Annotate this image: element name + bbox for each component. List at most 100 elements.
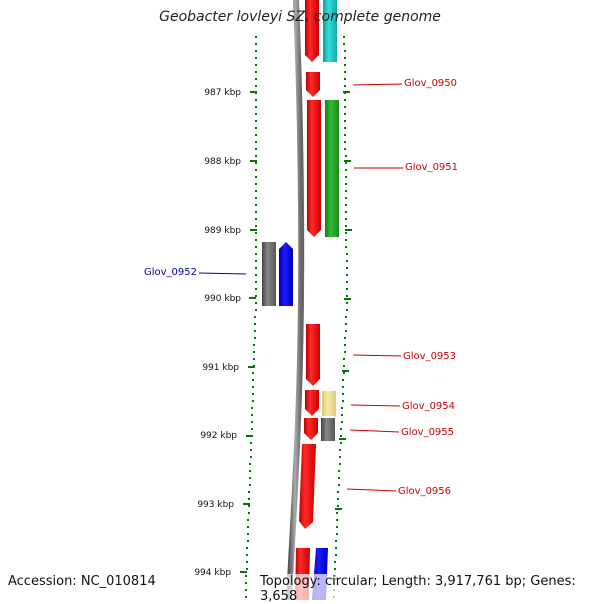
minor-ticks-left <box>245 36 257 598</box>
minor-tick <box>255 204 257 206</box>
minor-tick <box>246 547 248 549</box>
minor-tick <box>345 330 347 332</box>
minor-tick <box>248 498 250 500</box>
minor-tick <box>343 358 345 360</box>
gene-label-glov-0954[interactable]: Glov_0954 <box>402 401 455 412</box>
minor-tick <box>251 421 253 423</box>
minor-tick <box>344 71 346 73</box>
tick-990: 990 kbp <box>204 294 256 304</box>
tick-label: 990 kbp <box>204 294 241 304</box>
minor-tick <box>346 309 348 311</box>
minor-tick <box>255 218 257 220</box>
minor-tick <box>247 533 249 535</box>
gene-glov-0951[interactable] <box>307 100 321 237</box>
tick-mark <box>243 503 250 505</box>
minor-tick <box>346 274 348 276</box>
minor-tick <box>340 435 342 437</box>
minor-tick <box>255 99 257 101</box>
cyan-feature[interactable] <box>323 0 337 62</box>
minor-tick <box>346 267 348 269</box>
minor-tick <box>255 302 257 304</box>
accession-label: Accession: NC_010814 <box>8 574 156 589</box>
minor-tick <box>255 253 257 255</box>
minor-tick <box>344 337 346 339</box>
minor-tick <box>342 379 344 381</box>
minor-tick <box>245 575 247 577</box>
minor-tick <box>345 169 347 171</box>
gene-glov-0955[interactable] <box>304 418 318 440</box>
gray-reverse-feature[interactable] <box>262 242 276 306</box>
minor-tick <box>335 547 337 549</box>
gene-glov-0954[interactable] <box>305 390 319 416</box>
minor-tick <box>344 134 346 136</box>
minor-tick <box>253 358 255 360</box>
minor-tick <box>345 316 347 318</box>
minor-tick <box>255 36 257 38</box>
minor-tick <box>255 197 257 199</box>
gene-label-glov-0950[interactable]: Glov_0950 <box>404 78 457 89</box>
minor-tick <box>336 533 338 535</box>
minor-tick <box>346 302 348 304</box>
gene-label-glov-0953[interactable]: Glov_0953 <box>403 351 456 362</box>
yellow-feature[interactable] <box>322 391 336 416</box>
tick-label: 994 kbp <box>194 568 231 578</box>
gene-label-glov-0951[interactable]: Glov_0951 <box>405 162 458 173</box>
minor-tick <box>255 106 257 108</box>
minor-tick <box>345 204 347 206</box>
minor-tick <box>255 43 257 45</box>
minor-tick <box>345 323 347 325</box>
minor-tick <box>345 176 347 178</box>
minor-tick <box>343 365 345 367</box>
minor-tick <box>255 274 257 276</box>
minor-tick <box>338 477 340 479</box>
minor-tick <box>249 463 251 465</box>
minor-tick <box>344 57 346 59</box>
minor-tick <box>255 127 257 129</box>
reverse-genes <box>262 242 293 306</box>
tick-mark <box>250 160 257 162</box>
minor-tick <box>345 225 347 227</box>
genome-backbone <box>286 0 305 601</box>
minor-tick <box>335 540 337 542</box>
gene-glov-0953[interactable] <box>306 324 320 386</box>
gene-feature-top[interactable] <box>305 0 319 62</box>
minor-tick <box>340 428 342 430</box>
minor-tick <box>247 526 249 528</box>
gene-label-glov-0955[interactable]: Glov_0955 <box>401 427 454 438</box>
minor-tick <box>255 134 257 136</box>
minor-tick <box>255 78 257 80</box>
gene-glov-0952[interactable] <box>279 242 293 306</box>
tick-label: 989 kbp <box>204 226 241 236</box>
minor-tick <box>341 407 343 409</box>
gene-label-glov-0952[interactable]: Glov_0952 <box>144 267 197 278</box>
minor-tick <box>255 141 257 143</box>
minor-tick <box>344 141 346 143</box>
minor-tick <box>255 267 257 269</box>
minor-tick <box>252 386 254 388</box>
gene-label-glov-0956[interactable]: Glov_0956 <box>398 486 451 497</box>
minor-tick <box>341 414 343 416</box>
minor-tick <box>336 526 338 528</box>
minor-tick <box>251 428 253 430</box>
topology-label: Topology: circular; Length: 3,917,761 bp… <box>260 574 600 604</box>
minor-tick <box>345 190 347 192</box>
tick-994: 994 kbp <box>194 568 247 578</box>
minor-tick <box>255 155 257 157</box>
minor-tick <box>251 414 253 416</box>
minor-tick <box>247 540 249 542</box>
green-feature[interactable] <box>325 100 339 237</box>
gene-glov-0956[interactable] <box>299 444 316 529</box>
tick-992: 992 kbp <box>200 431 253 441</box>
minor-tick <box>250 435 252 437</box>
minor-tick <box>344 120 346 122</box>
minor-tick <box>345 232 347 234</box>
minor-tick <box>338 470 340 472</box>
feature-track <box>312 0 339 600</box>
minor-tick <box>335 554 337 556</box>
minor-tick <box>254 337 256 339</box>
minor-tick <box>344 148 346 150</box>
minor-tick <box>255 148 257 150</box>
minor-tick <box>255 211 257 213</box>
gray-feature[interactable] <box>321 418 335 441</box>
gene-glov-0950[interactable] <box>306 72 320 97</box>
